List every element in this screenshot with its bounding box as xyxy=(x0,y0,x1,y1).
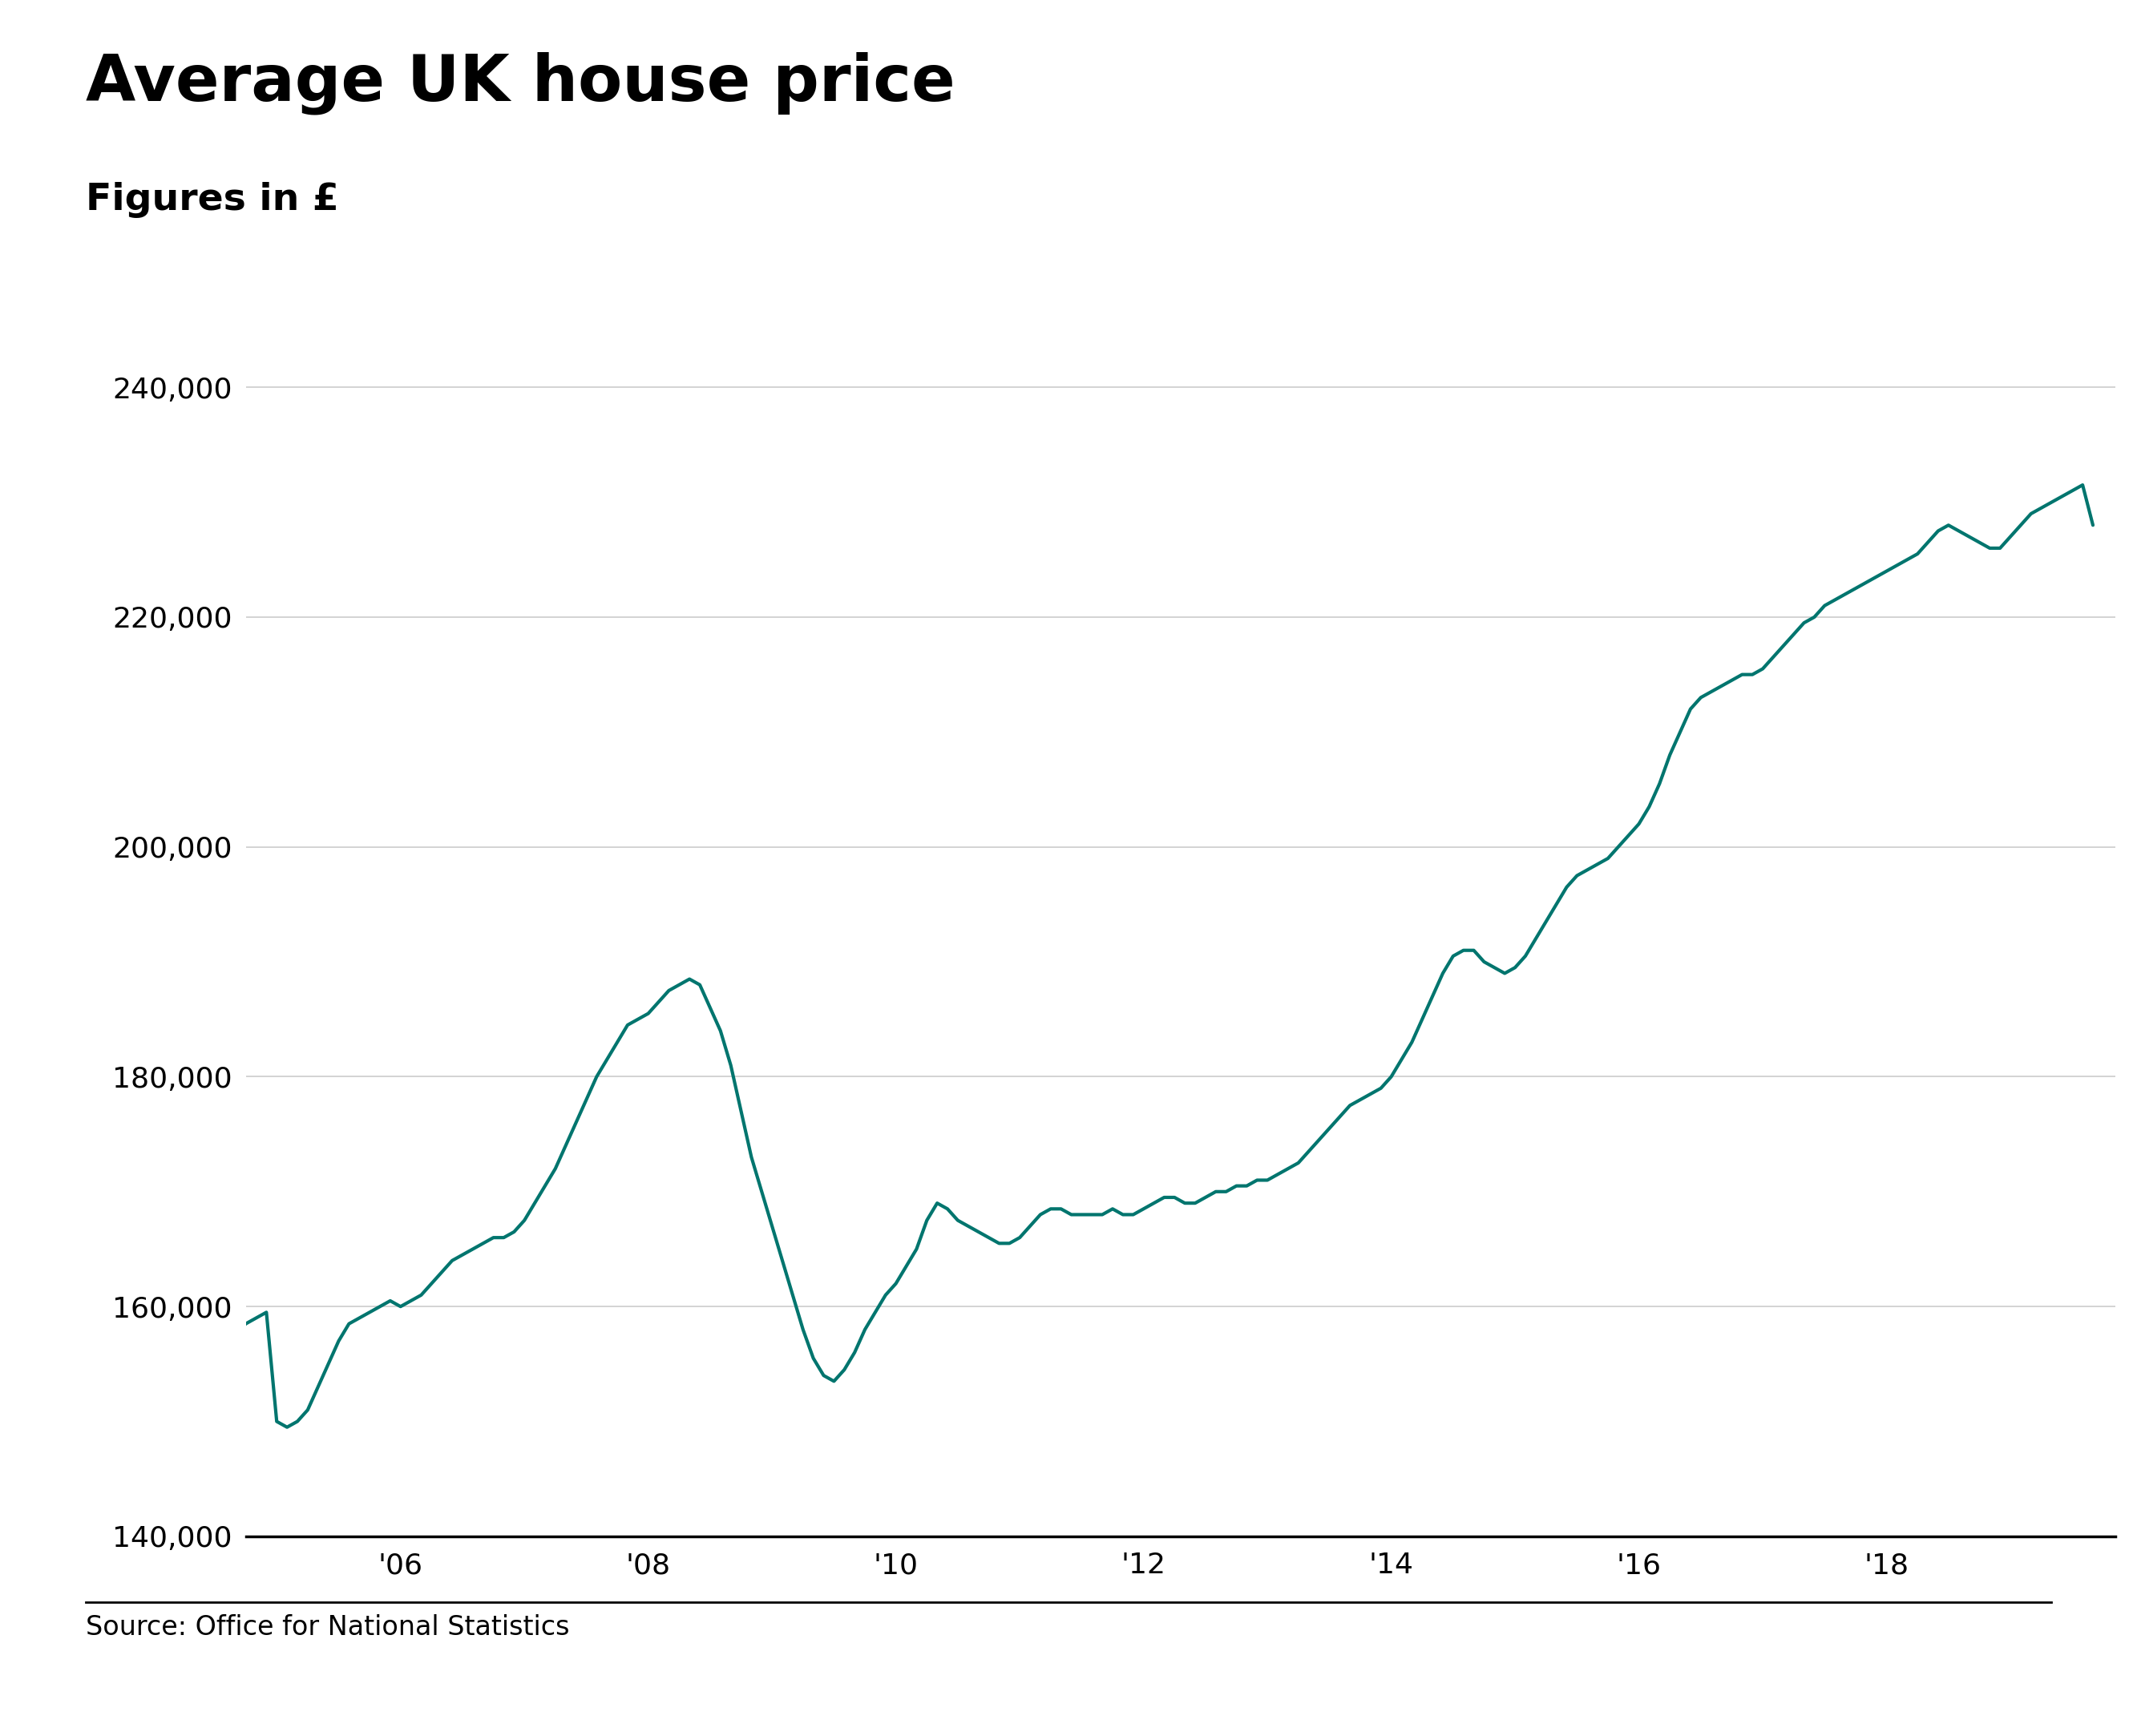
Text: Source: Office for National Statistics: Source: Office for National Statistics xyxy=(85,1614,568,1641)
Text: Figures in £: Figures in £ xyxy=(85,182,338,219)
Text: BBC: BBC xyxy=(1928,1660,1994,1687)
Text: Average UK house price: Average UK house price xyxy=(85,52,955,115)
